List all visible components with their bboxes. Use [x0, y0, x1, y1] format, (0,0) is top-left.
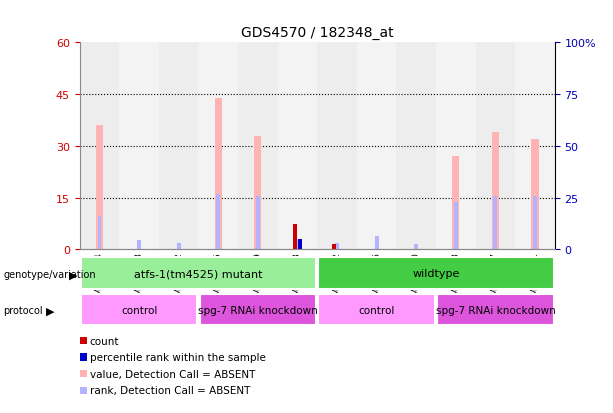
Bar	[515, 43, 555, 250]
Text: ▶: ▶	[46, 306, 55, 316]
Text: genotype/variation: genotype/variation	[3, 270, 96, 280]
Bar	[397, 43, 436, 250]
Bar	[295, 240, 299, 250]
Bar	[177, 243, 181, 250]
Text: value, Detection Call = ABSENT: value, Detection Call = ABSENT	[89, 369, 255, 379]
Bar	[476, 43, 515, 250]
Bar	[452, 157, 459, 250]
Bar	[256, 196, 260, 250]
Text: atfs-1(tm4525) mutant: atfs-1(tm4525) mutant	[134, 268, 263, 279]
Bar	[292, 224, 297, 250]
Bar	[254, 136, 261, 250]
Bar	[318, 43, 357, 250]
Bar	[80, 43, 120, 250]
Bar	[357, 43, 397, 250]
Bar	[215, 98, 222, 250]
Bar	[437, 294, 554, 325]
Bar	[531, 140, 539, 250]
Bar	[414, 244, 418, 250]
Text: control: control	[359, 305, 395, 315]
Text: spg-7 RNAi knockdown: spg-7 RNAi knockdown	[435, 305, 555, 315]
Bar	[299, 240, 302, 250]
Bar	[318, 257, 554, 290]
Bar	[318, 294, 435, 325]
Bar	[454, 202, 458, 250]
Bar	[533, 196, 537, 250]
Text: count: count	[89, 336, 119, 346]
Bar	[335, 243, 339, 250]
Bar	[200, 294, 316, 325]
Bar	[375, 236, 379, 250]
Bar	[238, 43, 278, 250]
Bar	[216, 194, 220, 250]
Bar	[81, 257, 316, 290]
Bar	[81, 294, 197, 325]
Text: rank, Detection Call = ABSENT: rank, Detection Call = ABSENT	[89, 385, 250, 395]
Text: spg-7 RNAi knockdown: spg-7 RNAi knockdown	[198, 305, 318, 315]
Text: ▶: ▶	[69, 270, 77, 280]
Bar	[492, 133, 499, 250]
Text: protocol: protocol	[3, 306, 43, 316]
Bar	[120, 43, 159, 250]
Bar	[278, 43, 318, 250]
Bar	[159, 43, 199, 250]
Bar	[332, 244, 336, 250]
Bar	[199, 43, 238, 250]
Bar	[96, 126, 103, 250]
Text: wildtype: wildtype	[413, 268, 460, 279]
Bar	[97, 217, 102, 250]
Bar	[436, 43, 476, 250]
Bar	[493, 196, 497, 250]
Text: percentile rank within the sample: percentile rank within the sample	[89, 352, 265, 362]
Title: GDS4570 / 182348_at: GDS4570 / 182348_at	[241, 26, 394, 40]
Bar	[137, 240, 141, 250]
Text: control: control	[121, 305, 158, 315]
